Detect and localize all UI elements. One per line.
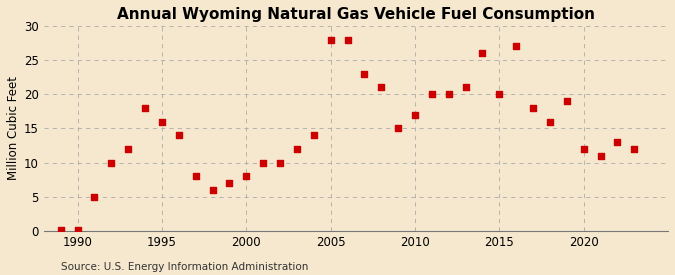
Point [595, 153, 606, 158]
Point [342, 37, 353, 42]
Point [511, 44, 522, 49]
Point [190, 174, 201, 178]
Point [612, 140, 623, 144]
Point [89, 195, 100, 199]
Point [173, 133, 184, 138]
Point [562, 99, 572, 103]
Y-axis label: Million Cubic Feet: Million Cubic Feet [7, 76, 20, 180]
Point [258, 160, 269, 165]
Point [460, 85, 471, 90]
Point [224, 181, 235, 185]
Point [477, 51, 488, 56]
Point [528, 106, 539, 110]
Point [55, 228, 66, 232]
Point [325, 37, 336, 42]
Title: Annual Wyoming Natural Gas Vehicle Fuel Consumption: Annual Wyoming Natural Gas Vehicle Fuel … [117, 7, 595, 22]
Point [241, 174, 252, 178]
Point [578, 147, 589, 151]
Point [157, 119, 167, 124]
Point [359, 72, 370, 76]
Point [393, 126, 404, 131]
Point [123, 147, 134, 151]
Point [72, 228, 83, 232]
Point [207, 188, 218, 192]
Point [140, 106, 151, 110]
Point [275, 160, 286, 165]
Point [410, 112, 421, 117]
Point [545, 119, 556, 124]
Point [629, 147, 640, 151]
Point [494, 92, 505, 97]
Point [376, 85, 387, 90]
Text: Source: U.S. Energy Information Administration: Source: U.S. Energy Information Administ… [61, 262, 308, 272]
Point [443, 92, 454, 97]
Point [292, 147, 302, 151]
Point [308, 133, 319, 138]
Point [106, 160, 117, 165]
Point [427, 92, 437, 97]
